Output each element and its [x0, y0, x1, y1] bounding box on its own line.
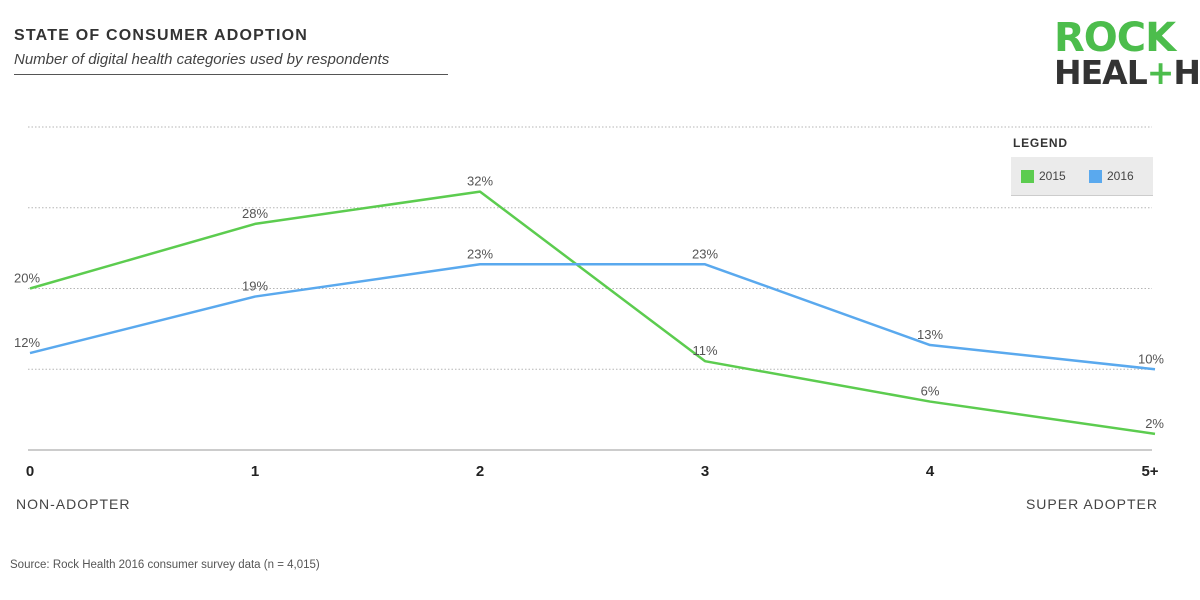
- grid-lines: [28, 126, 1152, 451]
- legend-label-2015: 2015: [1039, 169, 1066, 183]
- series-line-2015: [29, 190, 1156, 436]
- chart-title: STATE OF CONSUMER ADOPTION: [14, 27, 309, 44]
- logo-plus: +: [1146, 53, 1175, 92]
- data-label-2015-2: 32%: [467, 174, 493, 189]
- series-lines: [29, 190, 1156, 436]
- legend-label-2016: 2016: [1107, 169, 1134, 183]
- x-tick-label-2: 2: [476, 463, 484, 480]
- source-note: Source: Rock Health 2016 consumer survey…: [10, 559, 320, 571]
- legend-item-2015: 2015: [1021, 169, 1066, 183]
- logo-word-h: H: [1173, 53, 1200, 92]
- chart-subtitle: Number of digital health categories used…: [14, 51, 390, 68]
- data-label-2015-5+: 2%: [1145, 416, 1164, 431]
- x-axis-ticks: 0 1 2 3 4 5+: [26, 463, 1159, 480]
- logo-word-health: HEAL+H: [1054, 53, 1200, 92]
- rock-health-logo: ROCK HEAL+H: [1054, 15, 1200, 92]
- data-label-2016-1: 19%: [242, 279, 268, 294]
- x-tick-label-1: 1: [251, 463, 259, 480]
- subtitle-underline: [14, 74, 448, 75]
- series-line-2016: [29, 263, 1156, 371]
- data-label-2016-4: 13%: [917, 327, 943, 342]
- data-label-2016-0: 12%: [14, 335, 40, 350]
- data-label-2015-3: 11%: [692, 343, 717, 358]
- legend-swatch-2015: [1021, 169, 1034, 183]
- x-axis-endpoint-right: SUPER ADOPTER: [1025, 496, 1158, 512]
- legend-swatch-2016: [1089, 169, 1102, 183]
- x-tick-label-5+: 5+: [1141, 463, 1158, 480]
- data-label-2016-3: 23%: [692, 246, 718, 261]
- data-label-2016-2: 23%: [467, 246, 493, 261]
- legend: LEGEND 2015 2016: [1011, 136, 1153, 196]
- data-label-2015-4: 6%: [921, 384, 940, 399]
- x-tick-label-0: 0: [26, 463, 34, 480]
- x-tick-label-3: 3: [701, 463, 709, 480]
- data-label-2015-1: 28%: [242, 206, 268, 221]
- legend-title: LEGEND: [1013, 136, 1068, 150]
- legend-box: 2015 2016: [1011, 157, 1153, 196]
- x-axis-endpoint-left: NON-ADOPTER: [16, 496, 131, 512]
- data-label-2016-5+: 10%: [1138, 351, 1164, 366]
- logo-word-rock: ROCK: [1054, 15, 1176, 61]
- x-tick-label-4: 4: [926, 463, 935, 480]
- logo-word-heal: HEAL: [1054, 53, 1148, 92]
- data-label-2015-0: 20%: [14, 271, 40, 286]
- legend-item-2016: 2016: [1089, 169, 1134, 183]
- data-labels: 20% 28% 32% 11% 6% 2% 12% 19% 23% 23% 13% 10%: [14, 174, 1164, 431]
